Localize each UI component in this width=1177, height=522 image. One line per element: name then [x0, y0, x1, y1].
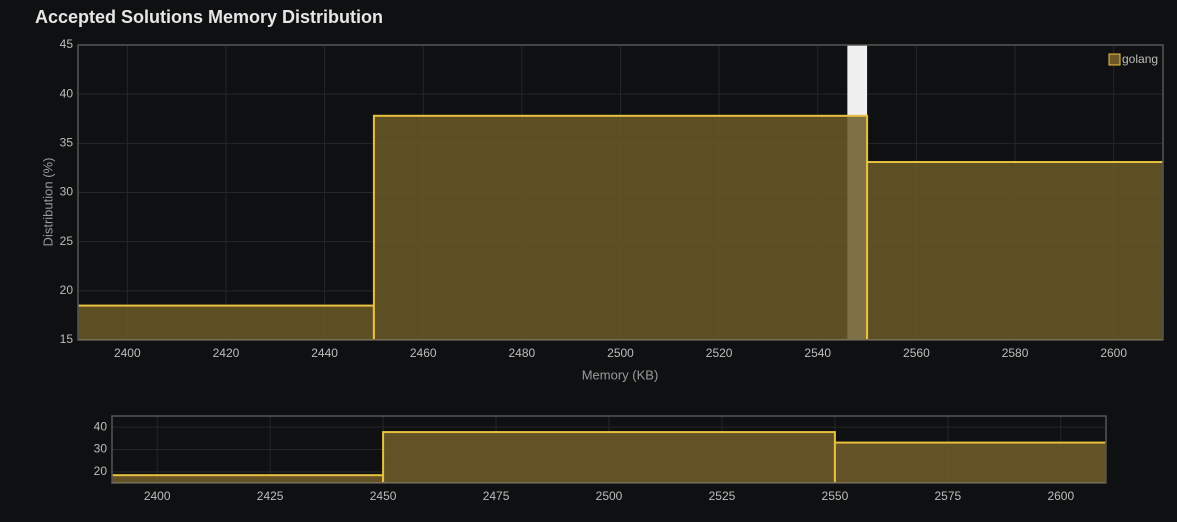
x-tick-label: 2420: [213, 346, 240, 360]
x-tick-label: 2475: [483, 489, 510, 503]
legend-swatch: [1108, 53, 1121, 66]
y-tick-label: 40: [94, 419, 108, 433]
x-tick-label: 2440: [311, 346, 338, 360]
y-tick-label: 40: [60, 86, 74, 100]
y-tick-label: 35: [60, 136, 74, 150]
x-tick-label: 2460: [410, 346, 437, 360]
x-tick-label: 2600: [1100, 346, 1127, 360]
plot-area: [112, 431, 1106, 483]
plot-border: [111, 415, 1107, 484]
plot-area: [78, 45, 1163, 340]
y-tick-label: 20: [60, 283, 74, 297]
y-tick-label: 25: [60, 234, 74, 248]
y-tick-label: 30: [94, 442, 108, 456]
y-axis-label: Distribution (%): [40, 158, 55, 247]
bar: [833, 441, 1106, 483]
x-tick-label: 2480: [509, 346, 536, 360]
x-tick-label: 2540: [804, 346, 831, 360]
y-tick-label: 20: [94, 464, 108, 478]
plot-border: [77, 44, 1164, 341]
bar: [112, 474, 385, 483]
x-tick-label: 2560: [903, 346, 930, 360]
x-tick-label: 2525: [709, 489, 736, 503]
x-tick-label: 2500: [596, 489, 623, 503]
x-tick-label: 2400: [114, 346, 141, 360]
chart-title: Accepted Solutions Memory Distribution: [35, 7, 383, 27]
x-tick-label: 2575: [935, 489, 962, 503]
x-tick-label: 2520: [706, 346, 733, 360]
y-tick-label: 30: [60, 185, 74, 199]
legend-label: golang: [1122, 52, 1158, 66]
bar: [382, 431, 836, 483]
bar: [78, 304, 375, 340]
x-axis-label: Memory (KB): [582, 367, 659, 382]
x-tick-label: 2425: [257, 489, 284, 503]
y-tick-label: 45: [60, 37, 74, 51]
bar: [372, 114, 869, 340]
x-tick-label: 2600: [1047, 489, 1074, 503]
x-tick-label: 2500: [607, 346, 634, 360]
x-tick-label: 2580: [1002, 346, 1029, 360]
x-tick-label: 2550: [822, 489, 849, 503]
y-tick-label: 15: [60, 332, 74, 346]
bar: [866, 161, 1163, 340]
x-tick-label: 2450: [370, 489, 397, 503]
x-tick-label: 2400: [144, 489, 171, 503]
